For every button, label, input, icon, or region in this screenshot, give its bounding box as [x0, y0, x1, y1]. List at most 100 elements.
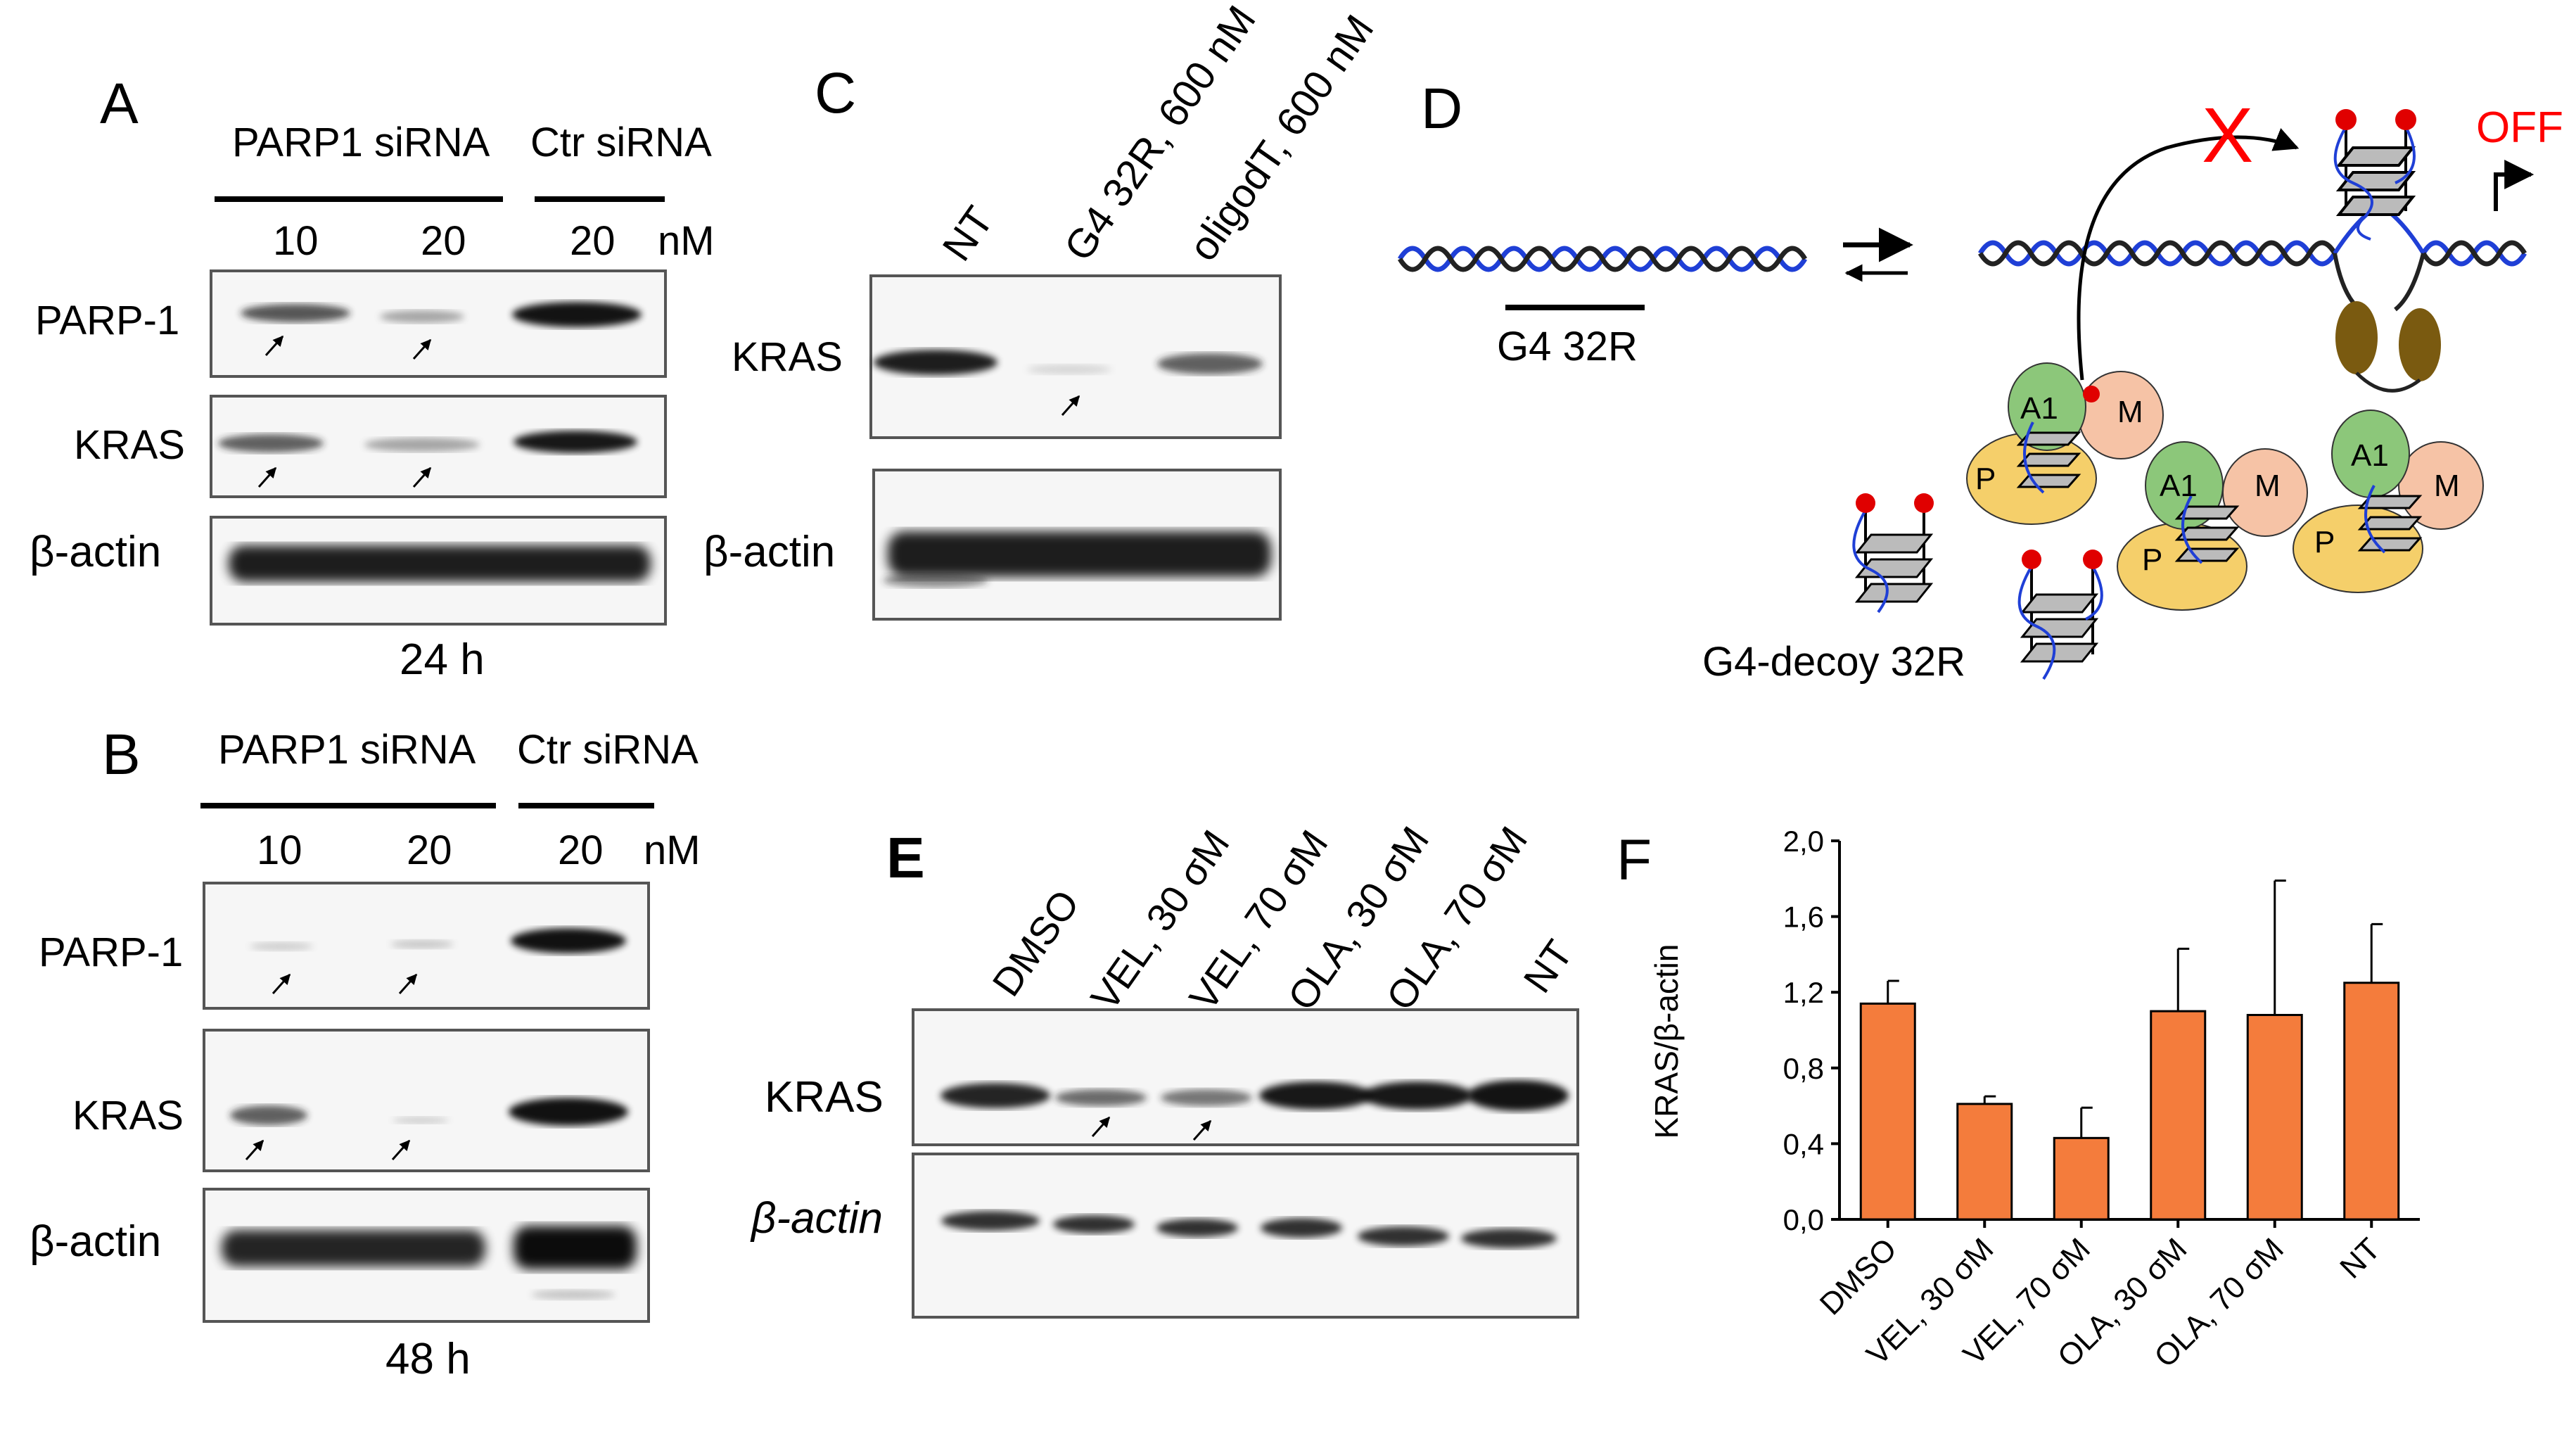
band — [1156, 1219, 1238, 1237]
band — [1358, 1226, 1449, 1246]
band — [941, 1211, 1040, 1231]
band — [1363, 1081, 1472, 1110]
transcription-factor-left — [2335, 301, 2378, 374]
transcription-factor-right — [2399, 308, 2441, 381]
panel-a-row-parp1: PARP-1 — [35, 298, 179, 343]
protein-p-label: P — [2314, 525, 2335, 559]
promoter-arrow-icon — [2496, 175, 2531, 211]
panel-a-group2-label: Ctr siRNA — [530, 120, 712, 165]
y-axis-label: KRAS/β-actin — [1648, 944, 1685, 1139]
band — [1027, 364, 1111, 374]
panel-a-letter: A — [100, 72, 139, 136]
protein-p-label: P — [1975, 462, 1996, 496]
bar — [2151, 1011, 2205, 1219]
panel-f: F KRAS/β-actin 0,00,40,81,21,62,0DMSOVEL… — [1617, 825, 2420, 1374]
band — [883, 573, 988, 588]
protein-p-label: P — [2142, 542, 2162, 577]
band — [511, 928, 626, 953]
panel-c-lane-1: NT — [933, 198, 1002, 269]
bar — [1861, 1003, 1915, 1219]
panel-a-row-kras: KRAS — [74, 422, 185, 468]
panel-a-time: 24 h — [400, 635, 485, 684]
y-tick-label: 0,0 — [1783, 1203, 1824, 1236]
panel-c-letter: C — [815, 61, 856, 125]
x-tick-label: DMSO — [1813, 1231, 1904, 1321]
band — [514, 1226, 637, 1269]
panel-e-letter: E — [886, 826, 925, 890]
band — [1055, 1089, 1147, 1106]
panel-a-unit: nM — [658, 218, 715, 264]
panel-c-row-actin: β-actin — [703, 528, 835, 576]
dna-helix-left — [1400, 248, 1805, 269]
panel-b-row-kras: KRAS — [72, 1093, 184, 1138]
blocked-mark: X — [2202, 92, 2253, 179]
band — [941, 1083, 1050, 1108]
bar — [2247, 1015, 2302, 1219]
dna-helix-right — [1980, 211, 2525, 310]
band — [531, 1290, 616, 1300]
panel-b-group2-label: Ctr siRNA — [517, 727, 699, 773]
band — [509, 1098, 628, 1126]
band — [1157, 353, 1263, 374]
band — [218, 434, 324, 452]
x-tick-label: NT — [2333, 1231, 2387, 1285]
panel-b-group1-label: PARP1 siRNA — [218, 727, 476, 773]
panel-e: E DMSO VEL, 30 σM VEL, 70 σM OLA, 30 σM … — [750, 818, 1581, 1317]
panel-a-group1-label: PARP1 siRNA — [232, 120, 490, 165]
protein-m-label: M — [2434, 469, 2460, 503]
bar — [2054, 1138, 2108, 1219]
y-tick-label: 2,0 — [1783, 825, 1824, 858]
band — [874, 350, 997, 375]
band — [230, 1105, 307, 1125]
panel-a-row-actin: β-actin — [30, 528, 161, 576]
panel-e-lane-1: DMSO — [983, 882, 1088, 1004]
panel-b-dose-3: 20 — [558, 827, 604, 873]
band — [390, 940, 454, 948]
band — [241, 304, 350, 322]
band — [1261, 1218, 1342, 1238]
protein-a1-label: A1 — [2160, 469, 2198, 503]
protein-m-label: M — [2255, 469, 2281, 503]
panel-b-dose-2: 20 — [407, 827, 452, 873]
panel-b-row-parp1: PARP-1 — [39, 929, 183, 975]
panel-a-dose-3: 20 — [570, 218, 616, 264]
y-tick-label: 1,2 — [1783, 976, 1824, 1009]
band — [888, 531, 1271, 577]
panel-b-time: 48 h — [385, 1335, 471, 1383]
band — [514, 431, 637, 453]
panel-b-row-actin: β-actin — [30, 1217, 161, 1266]
protein-complex-2: A1 M P — [2117, 442, 2307, 610]
y-tick-label: 0,8 — [1783, 1052, 1824, 1085]
g4-label: G4 32R — [1497, 324, 1638, 369]
band — [229, 545, 651, 582]
panel-c: C NT G4 32R, 600 nM oligodT, 600 nM KRAS… — [703, 0, 1383, 619]
panel-b-letter: B — [102, 723, 141, 787]
off-label: OFF — [2476, 103, 2563, 152]
panel-f-letter: F — [1617, 828, 1652, 892]
panel-e-row-actin: β-actin — [750, 1194, 883, 1243]
g4-decoy-icon — [1854, 493, 1934, 612]
band — [1461, 1229, 1557, 1248]
band — [1259, 1081, 1372, 1110]
band — [1161, 1089, 1252, 1106]
g4-decoy-icon — [2020, 550, 2103, 679]
band — [380, 310, 464, 323]
y-tick-label: 1,6 — [1783, 901, 1824, 934]
y-tick-label: 0,4 — [1783, 1127, 1824, 1160]
band — [393, 1117, 449, 1124]
protein-a1-label: A1 — [2020, 391, 2058, 426]
panel-e-blot-kras — [913, 1010, 1578, 1145]
panel-d: D G4 32R — [1400, 77, 2563, 685]
g-quadruplex-icon — [2335, 109, 2416, 239]
band — [512, 302, 642, 327]
band — [250, 942, 313, 951]
band — [1053, 1215, 1135, 1233]
band — [364, 438, 480, 452]
panel-e-row-kras: KRAS — [765, 1073, 884, 1122]
panel-b: B PARP1 siRNA Ctr siRNA 10 20 20 nM PARP… — [30, 723, 701, 1383]
panel-e-lane-6: NT — [1515, 932, 1581, 1001]
bar — [2345, 983, 2399, 1219]
panel-c-row-kras: KRAS — [732, 334, 843, 380]
